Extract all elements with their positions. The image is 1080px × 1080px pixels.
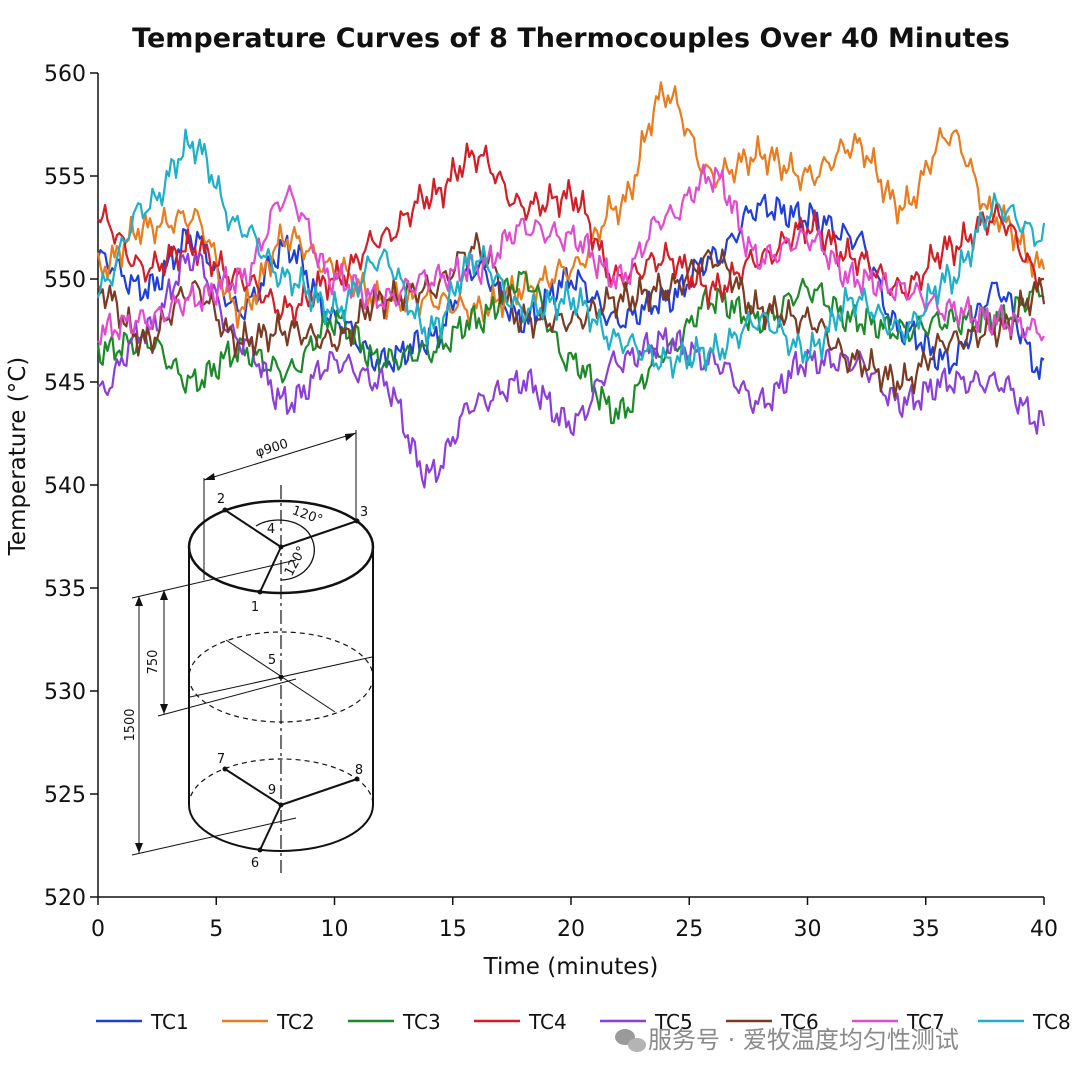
chart-title: Temperature Curves of 8 Thermocouples Ov… — [132, 23, 1010, 54]
series-line-tc8 — [96, 128, 1046, 379]
legend-label: TC7 — [906, 1010, 945, 1034]
series-line-tc3 — [96, 270, 1045, 425]
point-marker-4 — [278, 544, 284, 550]
y-axis-label: Temperature (°C) — [5, 357, 31, 557]
series-line-tc7 — [97, 163, 1045, 346]
series-layer — [96, 81, 1046, 489]
legend-label: TC2 — [276, 1010, 315, 1034]
legend-label: TC1 — [150, 1010, 189, 1034]
point-label-6: 6 — [251, 856, 259, 871]
point-marker-3 — [354, 518, 360, 524]
angle-label-1: 120° — [290, 503, 325, 528]
dim-arrow-full-top — [135, 596, 143, 606]
diameter-label: φ900 — [254, 437, 290, 461]
point-marker-5 — [278, 674, 284, 680]
wechat-icon — [615, 1029, 646, 1052]
height-label-half: 750 — [146, 650, 161, 675]
point-marker-6 — [257, 847, 263, 853]
x-axis: 0 5 10 15 20 25 30 35 40 — [91, 896, 1058, 942]
series-line-tc5 — [97, 252, 1046, 489]
legend-item-tc7: TC7 — [852, 1010, 945, 1034]
legend-item-tc5: TC5 — [600, 1010, 693, 1034]
dim-arrow-left — [204, 473, 215, 480]
legend-item-tc8: TC8 — [978, 1010, 1071, 1034]
point-label-1: 1 — [251, 600, 259, 615]
legend: TC1 TC2 TC3 TC4 TC5 TC6 TC7 TC8 — [96, 1010, 1071, 1034]
legend-label: TC4 — [528, 1010, 567, 1034]
point-marker-1 — [257, 589, 263, 595]
series-line-tc2 — [96, 81, 1046, 329]
y-tick-label: 540 — [44, 474, 86, 499]
x-tick-label: 25 — [675, 917, 703, 942]
dim-arrow-half-bottom — [160, 704, 168, 714]
diameter-dim-line — [203, 432, 357, 481]
thermocouple-layout-diagram: φ900 120° 120° 750 1500 1 2 3 4 5 6 7 8 … — [123, 430, 375, 873]
top-arm-3 — [280, 520, 358, 548]
y-tick-label: 555 — [44, 165, 86, 190]
angle-arc — [255, 519, 316, 581]
bottom-arm-6 — [259, 804, 282, 851]
x-tick-label: 5 — [209, 917, 223, 942]
dim-arrow-full-bottom — [135, 843, 143, 853]
legend-item-tc6: TC6 — [726, 1010, 819, 1034]
point-label-5: 5 — [268, 653, 276, 668]
point-marker-7 — [222, 766, 228, 772]
x-tick-label: 40 — [1030, 917, 1058, 942]
x-tick-label: 20 — [557, 917, 585, 942]
x-tick-label: 30 — [794, 917, 822, 942]
y-tick-label: 525 — [44, 783, 86, 808]
y-tick-label: 520 — [44, 886, 86, 911]
legend-label: TC5 — [654, 1010, 693, 1034]
y-tick-label: 535 — [44, 577, 86, 602]
legend-label: TC3 — [402, 1010, 441, 1034]
point-label-8: 8 — [355, 763, 363, 778]
y-tick-label: 545 — [44, 371, 86, 396]
legend-item-tc3: TC3 — [348, 1010, 441, 1034]
y-tick-label: 530 — [44, 680, 86, 705]
point-label-3: 3 — [360, 505, 368, 520]
top-arm-1 — [259, 546, 282, 593]
cylinder-bottom-front — [188, 804, 374, 852]
legend-item-tc1: TC1 — [96, 1010, 189, 1034]
cylinder-bottom-back — [188, 758, 374, 806]
x-tick-label: 10 — [321, 917, 349, 942]
bottom-arm-8 — [280, 778, 358, 806]
y-axis: 520 525 530 535 540 545 550 555 560 — [44, 62, 99, 911]
point-label-7: 7 — [217, 752, 225, 767]
point-marker-8 — [354, 776, 360, 782]
dim-arrow-half-top — [160, 590, 168, 600]
angle-label-2: 120° — [282, 544, 310, 579]
watermark: 服务号 · 爱牧温度均匀性测试 — [615, 1026, 959, 1054]
height-ext-mid — [157, 678, 297, 717]
x-tick-label: 0 — [91, 917, 105, 942]
bottom-arm-7 — [224, 768, 282, 806]
height-label-full: 1500 — [123, 708, 138, 741]
series-line-tc6 — [96, 232, 1046, 398]
y-tick-label: 550 — [44, 268, 86, 293]
x-tick-label: 15 — [439, 917, 467, 942]
watermark-text: 服务号 · 爱牧温度均匀性测试 — [648, 1026, 959, 1054]
legend-item-tc4: TC4 — [474, 1010, 567, 1034]
point-label-4: 4 — [267, 522, 275, 537]
height-ext-top — [131, 559, 297, 599]
point-label-9: 9 — [268, 783, 276, 798]
dim-arrow-right — [345, 433, 356, 441]
top-arm-2 — [224, 509, 282, 548]
legend-item-tc2: TC2 — [222, 1010, 315, 1034]
point-marker-9 — [278, 802, 284, 808]
x-axis-label: Time (minutes) — [483, 954, 659, 980]
y-tick-label: 560 — [44, 62, 86, 87]
legend-label: TC8 — [1032, 1010, 1071, 1034]
point-marker-2 — [222, 507, 228, 513]
x-tick-label: 35 — [912, 917, 940, 942]
height-ext-bottom — [131, 817, 297, 856]
legend-label: TC6 — [780, 1010, 819, 1034]
point-label-2: 2 — [217, 492, 225, 507]
